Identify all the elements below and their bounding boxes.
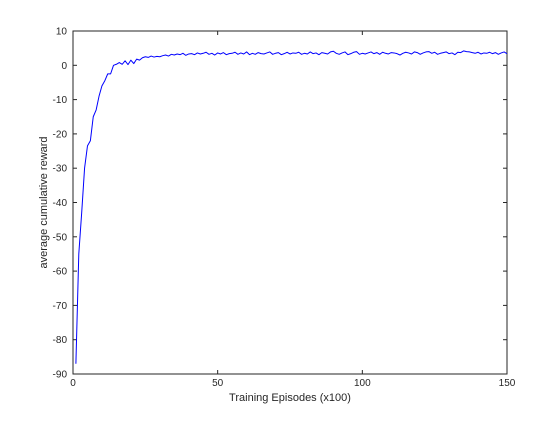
y-tick-label: -40 — [53, 198, 68, 209]
y-tick-label: -10 — [53, 95, 68, 106]
x-axis-label: Training Episodes (x100) — [229, 392, 351, 404]
y-tick-label: -50 — [53, 232, 68, 243]
x-tick-label: 100 — [354, 378, 371, 389]
y-tick-label: -90 — [53, 370, 68, 381]
y-axis-label: average cumulative reward — [38, 136, 50, 268]
x-tick-label: 150 — [499, 378, 516, 389]
plot-area — [72, 30, 508, 375]
series-line — [75, 50, 508, 364]
y-tick-label: 10 — [56, 27, 68, 38]
series-layer — [75, 50, 508, 364]
y-tick-label: -20 — [53, 129, 68, 140]
x-tick-label: 50 — [212, 378, 224, 389]
y-tick-label: -60 — [53, 267, 68, 278]
y-tick-label: 0 — [61, 61, 67, 72]
y-tick-label: -70 — [53, 301, 68, 312]
x-tick-label: 0 — [70, 378, 76, 389]
y-tick-label: -80 — [53, 335, 68, 346]
y-tick-label: -30 — [53, 164, 68, 175]
